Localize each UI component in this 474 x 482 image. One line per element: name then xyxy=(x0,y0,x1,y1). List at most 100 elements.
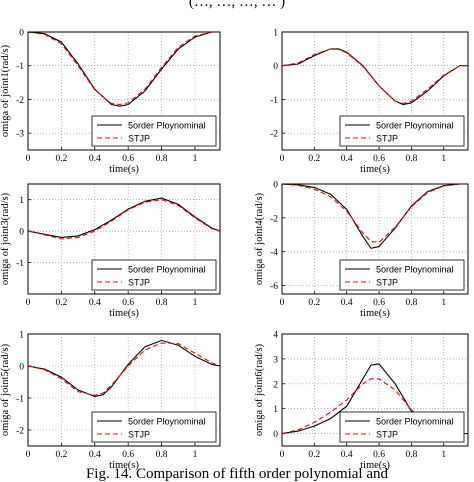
plot-frame xyxy=(281,183,469,295)
legend: 5order Ploynominal STJP xyxy=(91,115,217,147)
legend-label: 5order Ploynominal xyxy=(376,121,454,131)
chart-panel-1: 0 0.2 0.4 0.6 0.8 1 0 -1 -2 -3 time(s) omiga of joi… xyxy=(0,29,221,175)
x-axis-label: time(s) xyxy=(360,164,390,175)
y-tick-label: 1 xyxy=(19,196,24,206)
x-tick-label: 0 xyxy=(26,450,31,460)
legend-label: 5order Ploynominal xyxy=(128,417,206,427)
x-tick-label: 0 xyxy=(26,154,31,164)
y-tick-label: -2 xyxy=(16,427,24,437)
legend-box xyxy=(91,411,217,443)
plot-frame xyxy=(27,31,221,151)
legend-label: STJP xyxy=(128,278,150,288)
x-tick-label: 0.6 xyxy=(373,154,385,164)
poly-series-line xyxy=(27,339,221,397)
y-tick-label: 0 xyxy=(19,363,24,373)
y-tick-label: 2 xyxy=(273,380,278,390)
y-tick-label: -1 xyxy=(16,259,24,269)
x-tick-label: 0.8 xyxy=(405,450,417,460)
y-axis-label: omiga of joint4(rad/s) xyxy=(254,192,265,285)
poly-series-line xyxy=(27,197,221,238)
x-tick-label: 0.2 xyxy=(308,450,320,460)
x-tick-label: 0.4 xyxy=(341,298,353,308)
y-axis-label: omiga of joint1(rad/s) xyxy=(0,44,11,137)
x-tick-label: 0.2 xyxy=(308,154,320,164)
chart-panel-6: 0 0.2 0.4 0.6 0.8 1 4 3 2 1 0 time(s) omiga of joint… xyxy=(254,331,469,471)
stjp-series-line xyxy=(281,48,468,105)
legend-label: STJP xyxy=(376,134,398,144)
y-tick-label: 1 xyxy=(273,29,278,39)
chart-panel-2: 0 0.2 0.4 0.6 0.8 1 1 0 -1 -2 time(s) 5order Ployno… xyxy=(270,29,469,175)
y-tick-label: 4 xyxy=(273,331,278,341)
plot-frame xyxy=(281,333,469,447)
legend-label: 5order Ploynominal xyxy=(128,121,206,131)
legend-label: STJP xyxy=(128,134,150,144)
y-tick-label: 0 xyxy=(273,181,278,191)
y-tick-label: 1 xyxy=(19,331,24,341)
x-tick-label: 0 xyxy=(280,450,285,460)
legend-label: 5order Ploynominal xyxy=(128,265,206,275)
stjp-series-line xyxy=(281,183,468,243)
legend-box xyxy=(339,259,465,291)
plot-frame xyxy=(27,183,221,295)
chart-panel-3: 0 0.2 0.4 0.6 0.8 1 1 0 -1 time(s) omiga of joint3… xyxy=(0,183,221,319)
x-tick-label: 0.2 xyxy=(55,154,67,164)
legend-box xyxy=(91,115,217,147)
y-axis-label: omiga of joint3(rad/s) xyxy=(0,192,11,285)
x-tick-label: 0 xyxy=(26,298,31,308)
legend-label: 5order Ploynominal xyxy=(376,265,454,275)
y-tick-label: -1 xyxy=(270,96,278,106)
x-tick-label: 0.4 xyxy=(89,154,101,164)
x-tick-label: 0.4 xyxy=(89,450,101,460)
legend: 5order Ploynominal STJP xyxy=(91,411,217,443)
y-tick-label: -2 xyxy=(16,96,24,106)
x-tick-label: 0.8 xyxy=(405,154,417,164)
stjp-series-line xyxy=(27,31,220,106)
x-tick-label: 1 xyxy=(441,298,446,308)
x-tick-label: 0.2 xyxy=(308,298,320,308)
legend: 5order Ploynominal STJP xyxy=(91,259,217,291)
y-tick-label: -3 xyxy=(16,130,24,140)
y-tick-label: -4 xyxy=(270,248,278,258)
x-tick-label: 1 xyxy=(441,154,446,164)
chart-panel-5: 0 0.2 0.4 0.6 0.8 1 1 0 -1 -2 time(s) omiga of join… xyxy=(0,331,221,471)
x-tick-label: 0.8 xyxy=(156,450,168,460)
x-tick-label: 0.2 xyxy=(55,298,67,308)
x-tick-label: 0.4 xyxy=(341,450,353,460)
y-tick-label: -1 xyxy=(16,395,24,405)
y-tick-label: -2 xyxy=(270,130,278,140)
x-tick-label: 0.2 xyxy=(55,450,67,460)
x-tick-label: 0.8 xyxy=(156,298,168,308)
x-axis-label: time(s) xyxy=(360,460,390,471)
x-tick-label: 0.4 xyxy=(89,298,101,308)
stjp-series-line xyxy=(27,342,221,396)
legend-label: 5order Ploynominal xyxy=(376,417,454,427)
x-tick-label: 1 xyxy=(193,298,198,308)
legend-label: STJP xyxy=(128,430,150,440)
legend-label: STJP xyxy=(376,278,398,288)
x-tick-label: 0 xyxy=(280,154,285,164)
x-tick-label: 1 xyxy=(193,450,198,460)
poly-series-line xyxy=(27,31,220,107)
legend-box xyxy=(91,259,217,291)
y-tick-label: -1 xyxy=(16,62,24,72)
x-axis-label: time(s) xyxy=(109,308,139,319)
chart-panel-4: 0 0.2 0.4 0.6 0.8 1 0 -2 -4 -6 time(s) omiga of joi… xyxy=(254,181,469,319)
figure-caption: Fig. 14. Comparison of fifth order polyn… xyxy=(86,466,389,482)
x-tick-label: 1 xyxy=(193,154,198,164)
legend: 5order Ploynominal STJP xyxy=(339,115,465,147)
x-tick-label: 0.6 xyxy=(373,298,385,308)
x-axis-label: time(s) xyxy=(360,308,390,319)
x-tick-label: 0.6 xyxy=(122,450,134,460)
x-tick-label: 0.6 xyxy=(373,450,385,460)
x-axis-label: time(s) xyxy=(109,460,139,471)
plot-frame xyxy=(281,31,469,151)
y-axis-label: omiga of joint6(rad/s) xyxy=(254,343,265,436)
legend: 5order Ploynominal STJP xyxy=(339,259,465,291)
y-tick-label: 3 xyxy=(273,355,278,365)
x-tick-label: 0.8 xyxy=(156,154,168,164)
x-tick-label: 1 xyxy=(441,450,446,460)
legend-box xyxy=(339,411,465,443)
y-axis-label: omiga of joint5(rad/s) xyxy=(0,343,11,436)
y-tick-label: 0 xyxy=(273,430,278,440)
